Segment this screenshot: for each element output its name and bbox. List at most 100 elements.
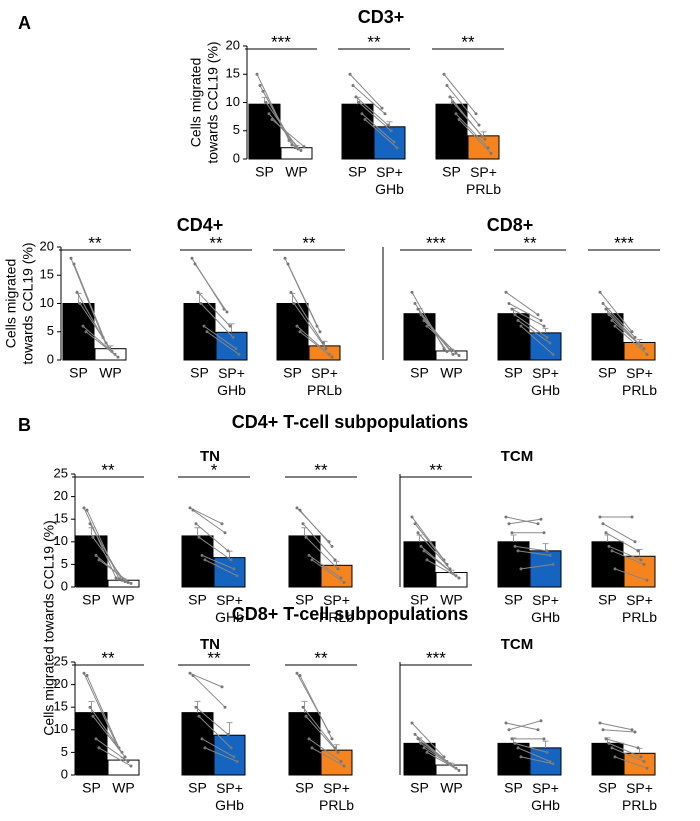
x-tick-label: SP bbox=[598, 780, 617, 796]
pair-line bbox=[508, 518, 542, 525]
y-axis-label: Cells migratedtowards CCL19 (%) bbox=[187, 41, 220, 163]
pair-line bbox=[602, 523, 636, 543]
chart-title: TN bbox=[200, 636, 220, 653]
pair-line bbox=[417, 308, 451, 351]
pair-point bbox=[191, 674, 195, 678]
significance-label: ** bbox=[314, 648, 328, 667]
pair-line bbox=[302, 706, 336, 749]
pair-line bbox=[200, 303, 234, 338]
bar bbox=[320, 749, 353, 776]
x-tick-label: SP bbox=[283, 365, 302, 381]
y-axis-label-line: towards CCL19 (%) bbox=[204, 41, 220, 163]
pair-point bbox=[307, 737, 311, 741]
pair-point bbox=[601, 522, 605, 526]
bar bbox=[288, 535, 321, 588]
pair-point bbox=[91, 714, 95, 718]
pair-point bbox=[354, 95, 358, 99]
pair-line bbox=[505, 291, 539, 316]
x-tick-label: SP bbox=[255, 164, 274, 180]
pair-point bbox=[193, 262, 197, 266]
pair-line bbox=[311, 747, 345, 767]
x-tick-label: SP bbox=[190, 365, 209, 381]
pair-line bbox=[204, 747, 238, 762]
pair-point bbox=[295, 671, 299, 675]
bar bbox=[591, 742, 624, 776]
pair-point bbox=[454, 112, 458, 116]
pair-point bbox=[82, 506, 86, 510]
pair-point bbox=[330, 737, 334, 741]
pair-point bbox=[519, 567, 523, 571]
x-tick-label: SP bbox=[348, 164, 367, 180]
x-tick-label: SP+ PRLb bbox=[319, 592, 354, 625]
pair-point bbox=[363, 117, 367, 121]
error-bar bbox=[88, 700, 95, 713]
x-tick-label: SP+ GHb bbox=[217, 365, 246, 398]
x-tick-label: WP bbox=[285, 164, 308, 180]
pair-point bbox=[120, 578, 124, 582]
pair-point bbox=[228, 324, 232, 328]
pair-point bbox=[304, 535, 308, 539]
pair-point bbox=[410, 290, 414, 294]
significance-label: ** bbox=[523, 233, 537, 252]
pair-point bbox=[633, 540, 637, 544]
y-tick-label: 10 bbox=[54, 721, 68, 736]
pair-point bbox=[598, 515, 602, 519]
pair-point bbox=[604, 737, 608, 741]
pair-line bbox=[82, 325, 116, 355]
pair-point bbox=[410, 721, 414, 725]
x-tick-label: SP+ PRLb bbox=[319, 780, 354, 813]
pair-line bbox=[520, 563, 554, 570]
pair-line bbox=[511, 308, 545, 327]
pair-line bbox=[201, 738, 235, 758]
pair-point bbox=[513, 313, 517, 317]
pair-line bbox=[194, 263, 228, 313]
pair-point bbox=[270, 117, 274, 121]
bar bbox=[591, 541, 624, 588]
pair-point bbox=[483, 137, 487, 141]
y-tick-label: 15 bbox=[40, 267, 54, 282]
bar bbox=[75, 712, 108, 776]
pair-point bbox=[289, 290, 293, 294]
x-tick-label: SP bbox=[410, 365, 429, 381]
x-tick-label: SP+ GHb bbox=[215, 780, 244, 813]
x-tick-label: SP bbox=[504, 365, 523, 381]
pair-line bbox=[85, 331, 119, 358]
pair-point bbox=[330, 355, 334, 359]
pair-point bbox=[85, 674, 89, 678]
x-tick-label: WP bbox=[112, 592, 135, 608]
pair-point bbox=[630, 330, 634, 334]
bar bbox=[183, 303, 216, 361]
error-bar bbox=[226, 550, 233, 558]
pair-line bbox=[308, 738, 342, 762]
pair-point bbox=[639, 558, 643, 562]
y-tick-label: 20 bbox=[40, 238, 54, 253]
pair-point bbox=[645, 352, 649, 356]
significance-label: *** bbox=[614, 233, 634, 252]
pair-point bbox=[551, 562, 555, 566]
pair-line bbox=[611, 747, 645, 762]
pair-point bbox=[78, 302, 82, 305]
pair-point bbox=[197, 714, 201, 718]
y-tick-label: 5 bbox=[47, 323, 54, 338]
pair-point bbox=[419, 741, 423, 745]
x-tick-label: WP bbox=[440, 365, 463, 381]
pair-point bbox=[191, 508, 195, 512]
pair-point bbox=[610, 549, 614, 553]
pair-point bbox=[360, 112, 364, 116]
pair-point bbox=[229, 746, 233, 750]
y-tick-label: 5 bbox=[61, 744, 68, 759]
y-tick-label: 20 bbox=[54, 488, 68, 503]
pair-point bbox=[395, 146, 399, 150]
pair-point bbox=[194, 705, 198, 709]
pair-point bbox=[516, 746, 520, 750]
pair-line bbox=[423, 747, 457, 769]
pair-point bbox=[474, 112, 478, 116]
pair-point bbox=[91, 535, 95, 539]
pair-line bbox=[508, 303, 542, 321]
pair-point bbox=[416, 737, 420, 741]
pair-point bbox=[536, 313, 540, 317]
pair-point bbox=[519, 755, 523, 759]
pair-point bbox=[234, 347, 238, 351]
pair-point bbox=[258, 84, 262, 88]
pair-point bbox=[598, 290, 602, 294]
